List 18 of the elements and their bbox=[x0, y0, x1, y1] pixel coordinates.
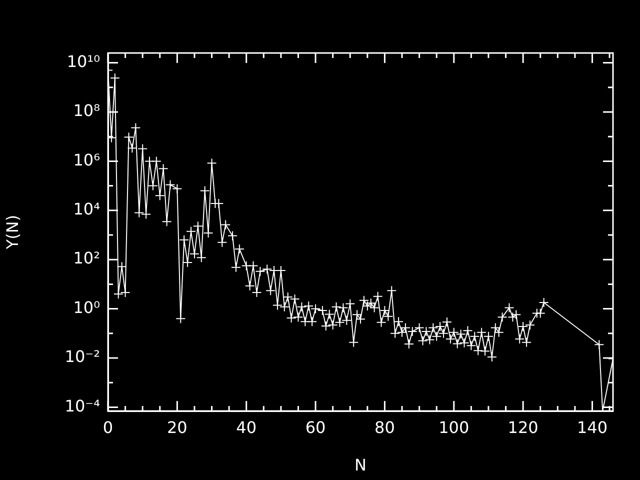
x-tick-label: 100 bbox=[438, 418, 470, 437]
y-tick-label: 10¹⁰ bbox=[66, 52, 100, 71]
y-tick-label: 10⁶ bbox=[73, 150, 100, 170]
x-tick-label: 60 bbox=[305, 418, 326, 437]
x-tick-label: 80 bbox=[374, 418, 395, 437]
x-tick-label: 120 bbox=[508, 418, 538, 437]
y-tick-label: 10⁴ bbox=[73, 200, 100, 219]
y-axis-title: Y(N) bbox=[2, 214, 22, 250]
y-tick-label: 10⁰ bbox=[73, 298, 100, 317]
y-tick-label: 10⁸ bbox=[73, 101, 100, 120]
x-tick-label: 0 bbox=[102, 418, 114, 437]
y-tick-label: 10⁻² bbox=[64, 347, 100, 366]
x-tick-label: 140 bbox=[576, 418, 608, 437]
x-tick-label: 40 bbox=[236, 418, 257, 437]
y-tick-label: 10⁻⁴ bbox=[64, 396, 100, 416]
x-axis-title: N bbox=[354, 456, 366, 475]
x-tick-label: 20 bbox=[167, 418, 188, 437]
y-tick-label: 10² bbox=[73, 248, 100, 268]
